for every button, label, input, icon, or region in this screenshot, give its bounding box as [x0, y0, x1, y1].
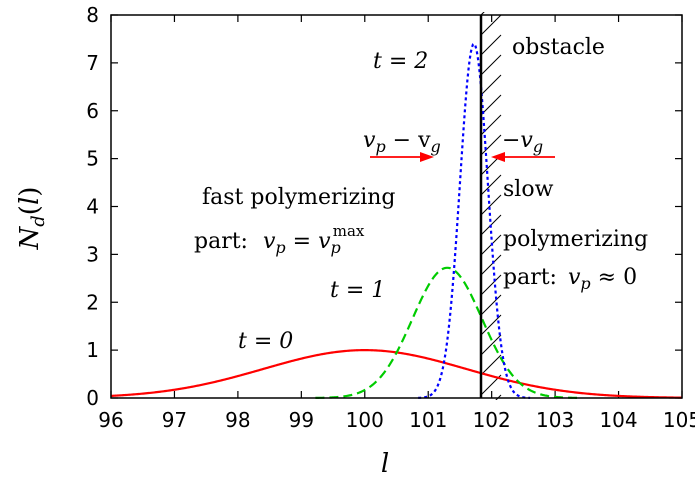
- x-tick-label: 96: [98, 408, 123, 432]
- hatch-line: [481, 174, 502, 196]
- y-tick-label: 3: [86, 242, 99, 266]
- x-tick-label: 99: [289, 408, 314, 432]
- x-tick-label: 100: [346, 408, 384, 432]
- y-axis-label: Nd(l): [15, 187, 49, 251]
- hatch-line: [481, 334, 502, 356]
- y-tick-label: 5: [86, 147, 99, 171]
- tick-labels: 96 97 98 99 100 101 102 103 104 105 0 1 2 3 4 5 6 7 8: [86, 3, 695, 432]
- growth-rate-label: vp − vg: [363, 128, 441, 156]
- slow-region-label-line3: part: vp ≈ 0: [503, 265, 637, 293]
- hatch-line: [481, 254, 502, 276]
- hatch-line: [481, 354, 502, 376]
- x-tick-label: 102: [473, 408, 511, 432]
- obstacle-hatching: [481, 12, 502, 400]
- hatch-line: [481, 54, 502, 76]
- hatch-line: [481, 294, 502, 316]
- hatch-line: [481, 34, 502, 56]
- t2-label: t = 2: [373, 49, 428, 74]
- hatch-line: [481, 194, 502, 216]
- y-tick-label: 6: [86, 99, 99, 123]
- y-tick-label: 7: [86, 51, 99, 75]
- svg-text:Nd(l): Nd(l): [15, 187, 49, 251]
- series-line-t-2: [418, 42, 531, 399]
- right-arrow: [491, 152, 555, 162]
- t1-label: t = 1: [330, 278, 385, 303]
- x-axis-label: l: [381, 449, 389, 479]
- y-tick-label: 4: [86, 195, 99, 219]
- x-tick-label: 97: [162, 408, 187, 432]
- hatch-line: [481, 74, 502, 96]
- t0-label: t = 0: [238, 329, 293, 354]
- x-tick-label: 101: [409, 408, 447, 432]
- series-line-t-1: [315, 266, 580, 399]
- slow-region-label-line2: polymerizing: [503, 227, 648, 252]
- x-tick-label: 105: [663, 408, 695, 432]
- plot-frame: [110, 14, 683, 399]
- y-tick-label: 1: [86, 338, 99, 362]
- fast-region-label-line1: fast polymerizing: [202, 185, 396, 210]
- hatch-line: [481, 14, 502, 36]
- series-curves: [110, 42, 683, 399]
- fast-region-label-line2: part: vp = vpmax: [194, 222, 365, 257]
- hatch-line: [481, 94, 502, 116]
- slow-region-label-line1: slow: [503, 177, 554, 202]
- obstacle-label: obstacle: [512, 35, 605, 60]
- x-tick-label: 104: [599, 408, 637, 432]
- series-line-t-0: [110, 349, 683, 399]
- y-tick-label: 8: [86, 3, 99, 27]
- y-tick-label: 0: [86, 386, 99, 410]
- hatch-line: [481, 134, 502, 156]
- x-tick-label: 98: [225, 408, 250, 432]
- x-tick-label: 103: [536, 408, 574, 432]
- y-tick-label: 2: [86, 290, 99, 314]
- left-arrow: [370, 152, 434, 162]
- hatch-line: [481, 314, 502, 336]
- hatch-line: [481, 274, 502, 296]
- gel-velocity-label: −vg: [502, 128, 543, 156]
- hatch-line: [481, 12, 485, 16]
